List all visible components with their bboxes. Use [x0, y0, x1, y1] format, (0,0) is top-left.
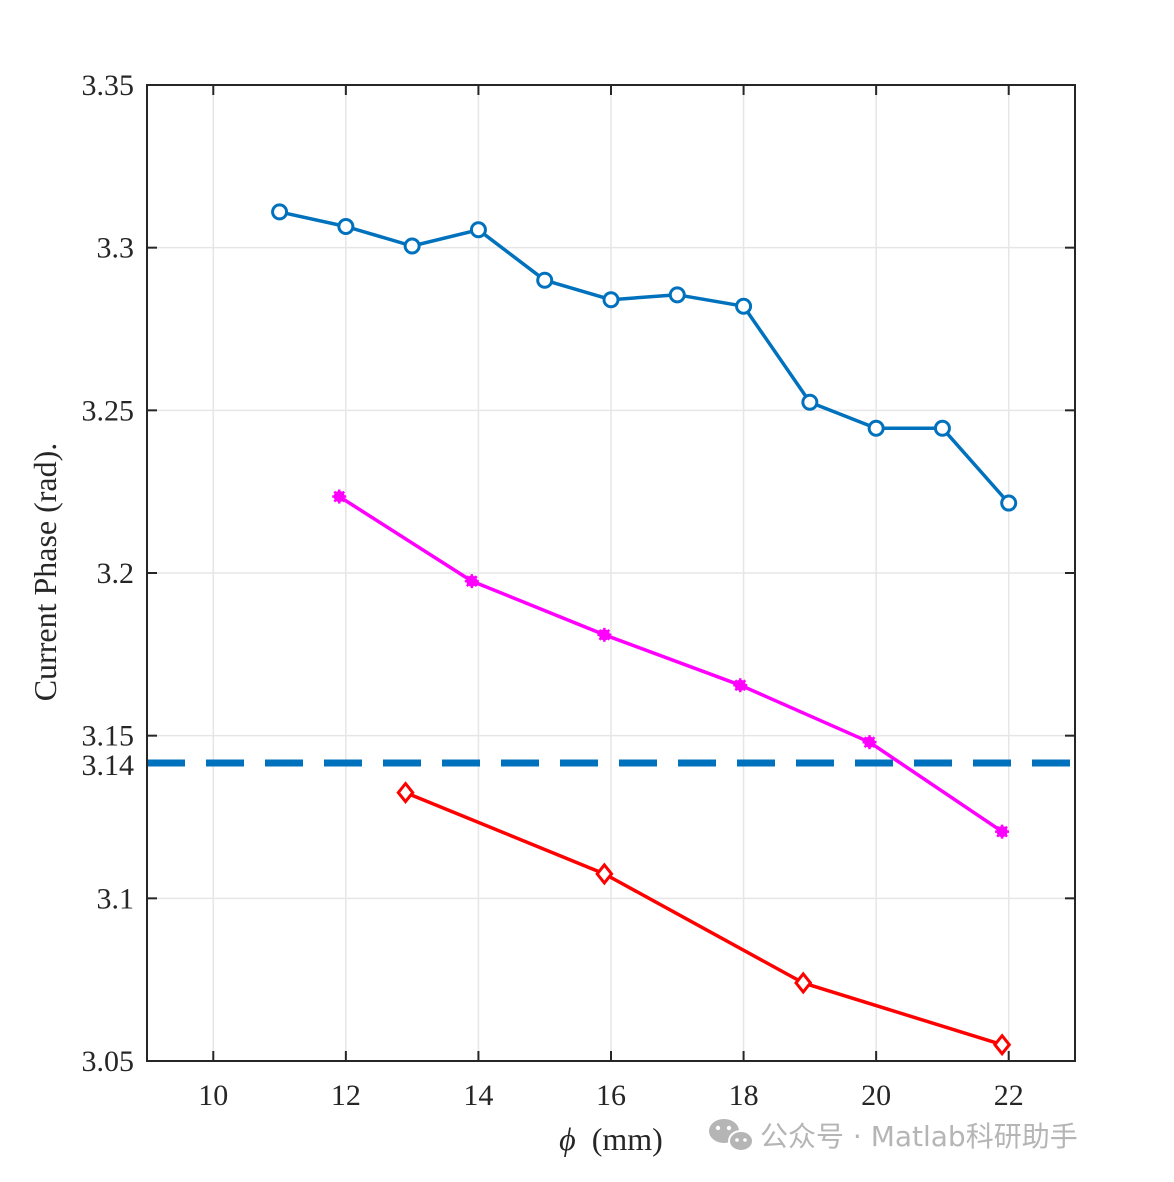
star-ray	[734, 679, 747, 692]
x-tick-label: 16	[596, 1079, 626, 1112]
wechat-icon	[709, 1119, 754, 1152]
data-point-star	[464, 574, 479, 589]
star-ray	[333, 490, 346, 503]
data-point-circle	[469, 221, 487, 239]
data-point-circle	[403, 237, 421, 255]
data-point-circle	[1000, 494, 1018, 512]
x-axis-symbol: ϕ	[559, 1121, 576, 1157]
y-tick-label: 3.35	[82, 69, 135, 102]
data-point-circle	[271, 203, 289, 221]
x-tick-label: 14	[463, 1079, 493, 1112]
data-point-circle	[602, 291, 620, 309]
series-line	[279, 210, 1011, 505]
watermark-text: 公众号 · Matlab科研助手	[760, 1120, 1078, 1153]
x-tick-label: 10	[198, 1079, 228, 1112]
data-point-diamond	[992, 1033, 1012, 1057]
y-axis-label: Current Phase (rad).	[27, 443, 63, 702]
series-group	[271, 203, 1018, 1057]
x-tick-label: 20	[861, 1079, 891, 1112]
series-blue-circle	[271, 203, 1018, 512]
x-axis-unit: (mm)	[592, 1121, 663, 1157]
x-tick-label: 18	[729, 1079, 759, 1112]
data-point-circle	[536, 271, 554, 289]
watermark: 公众号 · Matlab科研助手	[709, 1119, 1078, 1153]
data-point-diamond	[794, 971, 813, 995]
series-line	[404, 790, 1003, 1047]
star-ray	[996, 825, 1008, 838]
series-red-diamond	[396, 781, 1012, 1057]
y-tick-label: 3.1	[97, 882, 135, 915]
data-point-circle	[867, 419, 885, 437]
y-tick-label-pi: 3.14	[82, 749, 135, 782]
data-point-star	[332, 489, 347, 504]
data-point-star	[597, 627, 612, 642]
data-point-star	[995, 824, 1010, 839]
ticks	[147, 84, 1075, 1062]
series-magenta-star	[332, 489, 1010, 839]
series-line	[338, 495, 1004, 834]
data-point-star	[733, 678, 748, 693]
data-point-circle	[668, 286, 686, 304]
star-ray	[465, 575, 478, 587]
star-ray	[598, 628, 611, 641]
y-tick-label: 3.3	[97, 232, 135, 265]
y-tick-label: 3.05	[82, 1045, 135, 1078]
data-point-diamond	[595, 862, 614, 886]
data-point-circle	[735, 297, 753, 315]
data-point-circle	[933, 419, 951, 437]
tick-labels: 10 12 14 16 18 20 22 3.05 3.1 3.15 3.2 3.25 3.3 3.35 3…	[82, 69, 1024, 1112]
y-tick-label: 3.25	[82, 394, 135, 427]
y-tick-label: 3.15	[82, 720, 135, 753]
data-point-diamond	[396, 781, 415, 805]
x-axis-label: ϕ (mm)	[559, 1121, 663, 1157]
data-point-circle	[337, 218, 355, 236]
x-tick-label: 22	[994, 1079, 1024, 1112]
x-tick-label: 12	[331, 1079, 361, 1112]
star-ray	[863, 736, 876, 749]
y-tick-label: 3.2	[97, 557, 135, 590]
data-point-circle	[801, 393, 819, 411]
data-point-star	[862, 735, 877, 750]
